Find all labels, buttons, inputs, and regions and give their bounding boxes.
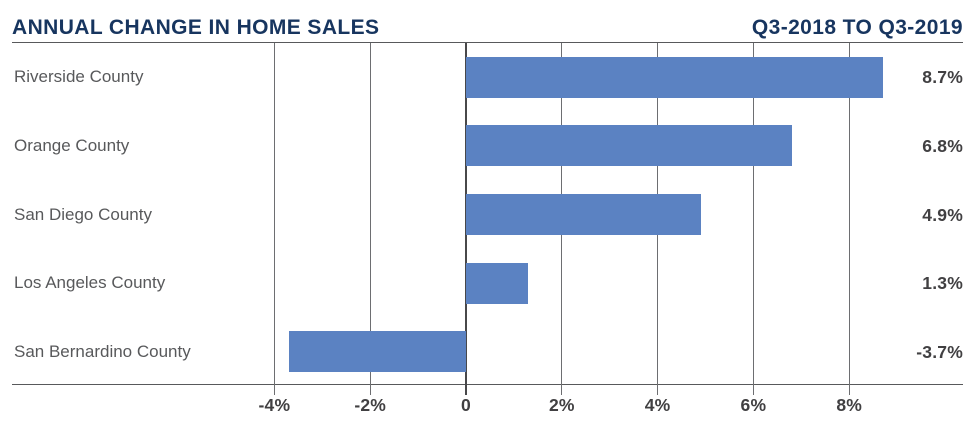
- value-label-san-bernardino-county: -3.7%: [916, 341, 963, 362]
- gridline-6: [752, 43, 754, 386]
- bar-san-diego-county: [466, 194, 701, 235]
- tick-mark: [465, 386, 467, 395]
- tick-mark: [273, 386, 275, 395]
- x-tick-label: -4%: [258, 395, 291, 415]
- category-label-san-diego-county: San Diego County: [14, 204, 152, 224]
- category-label-san-bernardino-county: San Bernardino County: [14, 341, 191, 361]
- value-label-los-angeles-county: 1.3%: [922, 273, 963, 294]
- chart-title: ANNUAL CHANGE IN HOME SALES: [12, 16, 380, 39]
- tick-mark: [369, 386, 371, 395]
- bar-los-angeles-county: [466, 262, 529, 304]
- bar-riverside-county: [466, 56, 883, 98]
- tick-mark: [561, 386, 563, 395]
- category-label-los-angeles-county: Los Angeles County: [14, 273, 166, 293]
- x-tick-label: 6%: [740, 395, 767, 415]
- x-tick-label: 0: [461, 395, 471, 415]
- chart-period-label: Q3-2018 TO Q3-2019: [751, 16, 963, 39]
- gridline--2: [369, 43, 371, 386]
- x-tick-label: 2%: [548, 395, 575, 415]
- gridline--4: [273, 43, 275, 386]
- tick-mark: [848, 386, 850, 395]
- bar-san-bernardino-county: [288, 331, 466, 373]
- bar-orange-county: [466, 125, 792, 167]
- value-label-san-diego-county: 4.9%: [922, 204, 963, 225]
- tick-mark: [657, 386, 659, 395]
- x-tick-label: -2%: [354, 395, 387, 415]
- chart-header: ANNUAL CHANGE IN HOME SALES Q3-2018 TO Q…: [12, 6, 963, 40]
- plot-area: -4% -2% 0 2% 4% 6% 8% Riverside County 8.7% Orang…: [12, 42, 963, 415]
- x-tick-label: 4%: [644, 395, 671, 415]
- gridline-8: [848, 43, 850, 386]
- category-label-riverside-county: Riverside County: [14, 67, 144, 87]
- x-tick-label: 8%: [836, 395, 863, 415]
- value-label-riverside-county: 8.7%: [922, 67, 963, 88]
- category-label-orange-county: Orange County: [14, 135, 130, 155]
- tick-mark: [752, 386, 754, 395]
- value-label-orange-county: 6.8%: [922, 135, 963, 156]
